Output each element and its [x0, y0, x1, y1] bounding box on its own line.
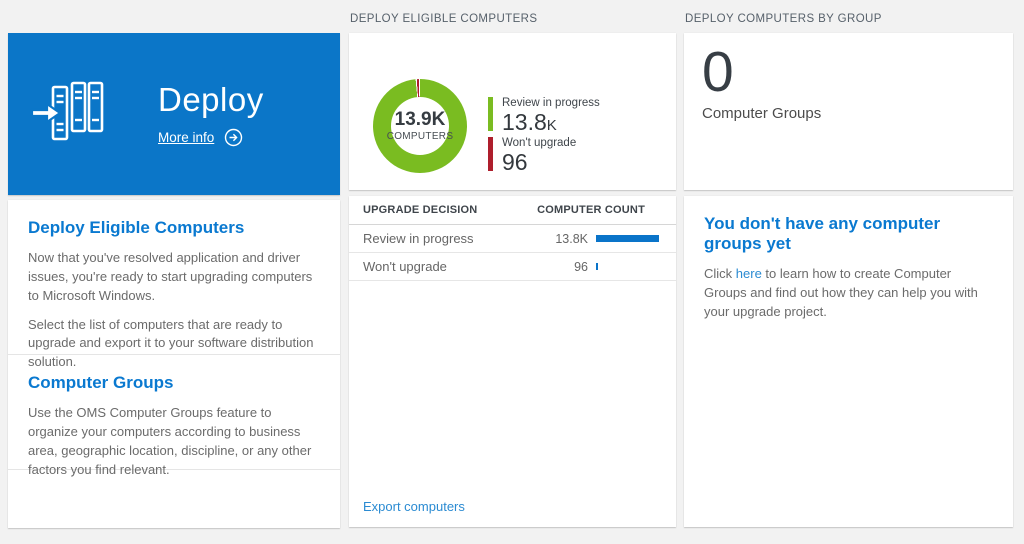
count-bar	[596, 263, 598, 270]
computer-groups-count: 0	[702, 40, 734, 104]
legend-label: Won't upgrade	[502, 136, 577, 149]
computer-groups-count-card[interactable]: 0 Computer Groups	[684, 33, 1013, 190]
row-count-value: 96	[574, 259, 588, 274]
computers-donut-chart[interactable]: 13.9K COMPUTERS	[373, 79, 467, 173]
deploy-eligible-computers-column: DEPLOY ELIGIBLE COMPUTERS 13.9K COMPUTER…	[349, 8, 676, 527]
row-decision-label: Review in progress	[363, 231, 474, 246]
no-computer-groups-heading: You don't have any computer groups yet	[704, 214, 941, 253]
left-column-header-spacer	[8, 8, 340, 33]
arrow-right-circle-icon[interactable]	[224, 128, 243, 147]
row-count-value: 13.8K	[555, 231, 588, 246]
upgrade-decision-table-card: UPGRADE DECISION COMPUTER COUNT Review i…	[349, 196, 676, 527]
computer-groups-heading: Computer Groups	[28, 373, 174, 392]
deploy-eligible-paragraph-1: Now that you've resolved application and…	[28, 250, 313, 303]
computer-groups-count-label: Computer Groups	[702, 104, 822, 122]
empty-section	[8, 470, 340, 528]
deploy-eligible-computers-section: Deploy Eligible Computers Now that you'v…	[8, 200, 340, 369]
computer-groups-paragraph: Use the OMS Computer Groups feature to o…	[28, 405, 312, 477]
eligible-computers-donut-card: 13.9K COMPUTERS Review in progress 13.8K…	[349, 33, 676, 190]
table-row[interactable]: Won't upgrade 96	[349, 253, 676, 281]
donut-center: 13.9K COMPUTERS	[387, 97, 453, 155]
count-bar	[596, 235, 659, 242]
legend-value: 13.8K	[502, 108, 557, 135]
column-header-computer-count: COMPUTER COUNT	[537, 204, 645, 216]
deploy-computers-by-group-column-header: DEPLOY COMPUTERS BY GROUP	[685, 13, 882, 25]
legend-value: 96	[502, 148, 528, 175]
deploy-blade-tile[interactable]: Deploy More info	[8, 33, 340, 195]
deploy-column: Deploy More info Deploy Eligible Compute…	[8, 8, 340, 528]
deploy-tile-text: Deploy More info	[158, 81, 264, 147]
legend-item-wont-upgrade[interactable]: Won't upgrade 96	[488, 136, 600, 175]
deploy-eligible-computers-column-header: DEPLOY ELIGIBLE COMPUTERS	[350, 13, 538, 25]
row-bar-zone	[596, 235, 666, 242]
donut-total-value: 13.9K	[394, 109, 446, 131]
legend-label: Review in progress	[502, 97, 600, 109]
deploy-eligible-computers-heading: Deploy Eligible Computers	[28, 218, 245, 237]
computer-groups-section: Computer Groups Use the OMS Computer Gro…	[8, 355, 340, 477]
deploy-eligible-paragraph-2: Select the list of computers that are re…	[28, 316, 314, 370]
table-header-row: UPGRADE DECISION COMPUTER COUNT	[349, 196, 676, 225]
deploy-books-arrow-icon	[30, 80, 110, 149]
donut-legend: Review in progress 13.8K Won't upgrade 9…	[488, 97, 600, 177]
export-computers-link[interactable]: Export computers	[363, 499, 465, 514]
column-header-upgrade-decision: UPGRADE DECISION	[363, 204, 478, 216]
export-row: Export computers	[349, 499, 676, 527]
legend-color-bar-green	[488, 97, 493, 131]
deploy-computers-by-group-column: DEPLOY COMPUTERS BY GROUP 0 Computer Gro…	[684, 8, 1013, 527]
legend-color-bar-red	[488, 136, 493, 171]
table-empty-space	[349, 281, 676, 499]
row-bar-zone	[596, 263, 666, 270]
here-link[interactable]: here	[735, 266, 762, 281]
deploy-tile-title: Deploy	[158, 81, 264, 118]
more-info-label[interactable]: More info	[158, 130, 215, 145]
legend-item-review-in-progress[interactable]: Review in progress 13.8K	[488, 97, 600, 134]
more-info-link[interactable]: More info	[158, 128, 264, 147]
row-decision-label: Won't upgrade	[363, 259, 447, 274]
table-row[interactable]: Review in progress 13.8K	[349, 225, 676, 253]
no-computer-groups-text: Click here to learn how to create Comput…	[704, 266, 978, 319]
deploy-description-card: Deploy Eligible Computers Now that you'v…	[8, 200, 340, 528]
no-computer-groups-card: You don't have any computer groups yet C…	[684, 196, 1013, 527]
donut-total-label: COMPUTERS	[386, 130, 454, 142]
